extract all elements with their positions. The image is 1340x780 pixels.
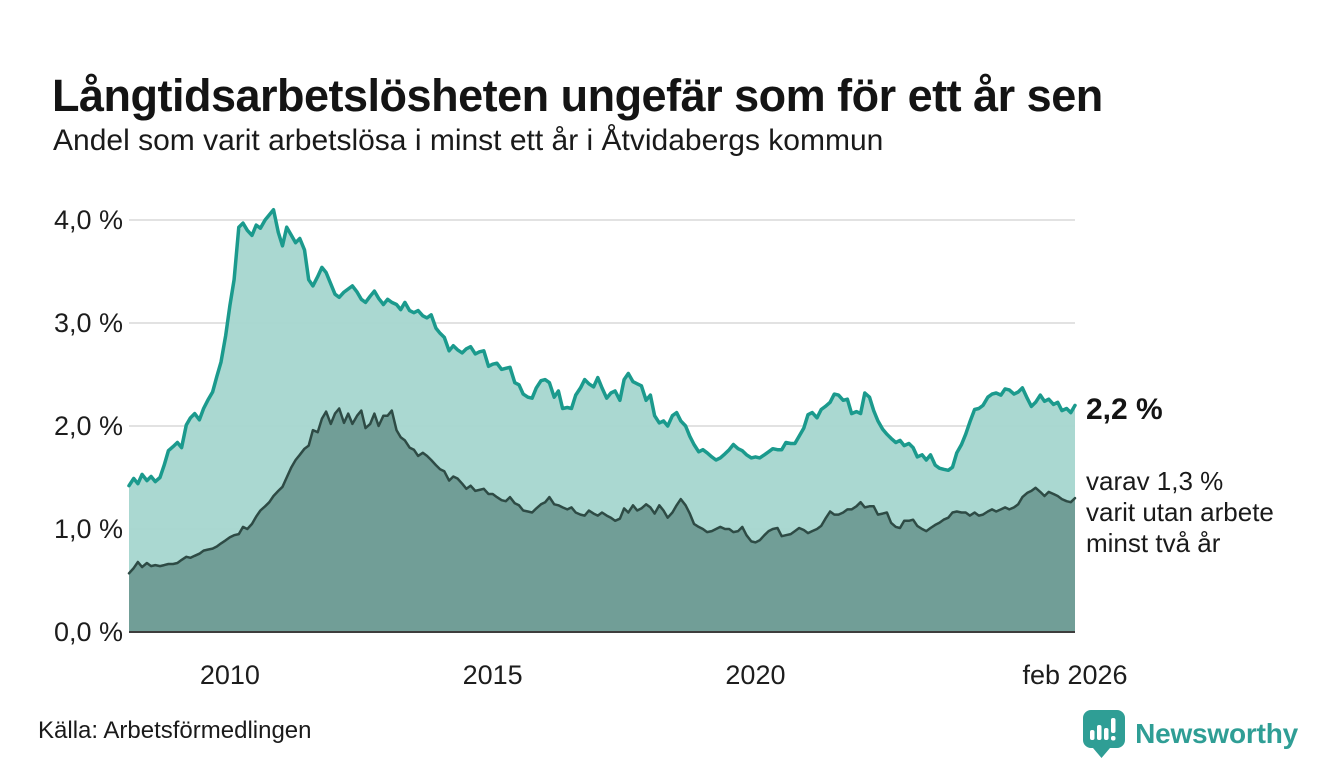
line-unemployed-1yr [127,207,1077,488]
x-tick-label: 2010 [199,660,260,690]
y-tick-label: 4,0 % [53,205,123,235]
two-year-annotation: varav 1,3 % varit utan arbete minst två … [1086,466,1274,559]
y-tick-label: 2,0 % [53,411,123,441]
x-tick-label: 2020 [725,660,786,690]
line-unemployed-2yr [127,407,1077,575]
area-chart [127,207,1077,633]
annotation-line-2: varit utan arbete [1086,497,1274,527]
page-title: Långtidsarbetslösheten ungefär som för e… [52,70,1103,122]
source-note: Källa: Arbetsförmedlingen [38,717,312,744]
x-tick-label: 2015 [462,660,523,690]
newsworthy-wordmark: Newsworthy [1135,718,1298,749]
newsworthy-icon [1083,710,1126,758]
area-unemployed-2yr [129,408,1075,632]
latest-value-label: 2,2 % [1086,393,1163,426]
newsworthy-logo: Newsworthy [1082,708,1298,760]
page-subtitle: Andel som varit arbetslösa i minst ett å… [53,124,884,157]
annotation-line-1: varav 1,3 % [1086,466,1224,496]
annotation-line-3: minst två år [1086,528,1221,558]
y-tick-label: 1,0 % [53,514,123,544]
y-tick-label: 0,0 % [53,617,123,647]
x-tick-label: feb 2026 [1022,660,1128,690]
y-tick-label: 3,0 % [53,308,123,338]
